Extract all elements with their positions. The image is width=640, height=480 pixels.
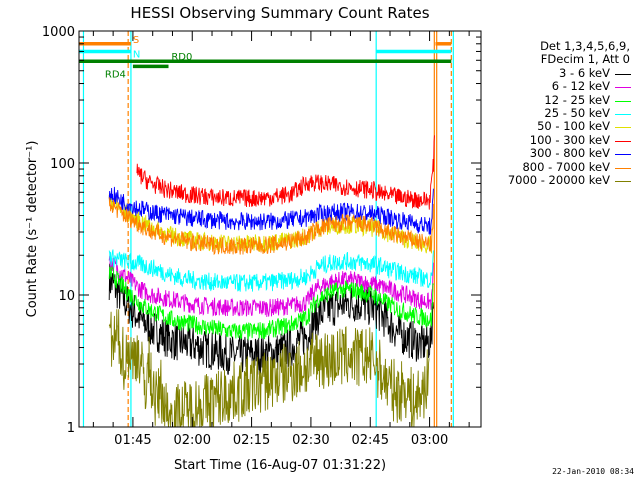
legend-item-swatch [615, 180, 631, 182]
annotation-label-n: N [133, 49, 140, 60]
plot-frame [78, 30, 482, 428]
series-0 [108, 263, 434, 375]
series-6 [108, 186, 434, 236]
series-3 [108, 249, 434, 292]
y-tick-label-0: 1 [67, 421, 75, 436]
legend-item-label: 25 - 50 keV [544, 105, 610, 120]
legend-item-swatch [615, 154, 631, 156]
y-axis-label: Count Rate (s⁻¹ detector⁻¹) [25, 141, 40, 318]
annotation-bars-layer: SN RD0 RD4 [79, 35, 452, 80]
legend-item-label: 6 - 12 keV [551, 79, 610, 94]
series-line-2 [108, 266, 434, 341]
legend-item-label: 100 - 300 keV [529, 132, 610, 147]
legend-item: 6 - 12 keV [484, 79, 634, 94]
legend-item-swatch [615, 73, 631, 75]
y-tick-label-2: 100 [50, 157, 75, 172]
legend-item: 12 - 25 keV [484, 92, 634, 107]
series-1 [108, 255, 434, 318]
series-line-0 [108, 263, 434, 375]
series-5 [136, 135, 435, 210]
legend-item: 50 - 100 keV [484, 119, 634, 134]
legend-item: 7000 - 20000 keV [484, 172, 634, 187]
series-line-8 [108, 309, 430, 428]
axes-layer: 1 10 100 1000 01:45 02:00 02:15 02:30 02:45 03:00 [42, 25, 481, 448]
legend-item-label: 12 - 25 keV [544, 92, 610, 107]
y-tick-label-1: 10 [58, 289, 75, 304]
legend-item: 300 - 800 keV [484, 146, 634, 161]
x-axis-label: Start Time (16-Aug-07 01:31:22) [174, 458, 386, 473]
legend-header-detectors: Det 1,3,4,5,6,9, [540, 39, 630, 53]
legend-item-label: 800 - 7000 keV [522, 159, 610, 174]
legend: Det 1,3,4,5,6,9, FDecim 1, Att 0 3 - 6 k… [484, 39, 634, 188]
generation-timestamp: 22-Jan-2010 08:34 [552, 467, 634, 476]
y-tick-label-3: 1000 [42, 25, 75, 40]
legend-item-label: 50 - 100 keV [537, 119, 610, 134]
legend-item-swatch [615, 87, 631, 89]
x-tick-label-3: 02:30 [292, 433, 329, 448]
annotation-label-rd4: RD4 [105, 69, 126, 80]
x-tick-label-2: 02:15 [233, 433, 270, 448]
annotation-label-rd0: RD0 [171, 52, 192, 63]
x-tick-label-0: 01:45 [114, 433, 151, 448]
legend-item-swatch [615, 167, 631, 169]
legend-item-swatch [615, 100, 631, 102]
legend-item-label: 3 - 6 keV [559, 65, 610, 80]
series-line-6 [108, 186, 434, 236]
legend-item: 100 - 300 keV [484, 132, 634, 147]
legend-item-label: 7000 - 20000 keV [507, 172, 610, 187]
legend-item: 800 - 7000 keV [484, 159, 634, 174]
legend-header-attenuator: FDecim 1, Att 0 [540, 52, 630, 67]
series-line-7 [108, 197, 434, 256]
chart-title: HESSI Observing Summary Count Rates [130, 4, 429, 22]
legend-item: 3 - 6 keV [484, 65, 634, 80]
series-line-1 [108, 255, 434, 318]
legend-item: 25 - 50 keV [484, 105, 634, 120]
annotation-label-s: S [133, 35, 139, 46]
series-8 [108, 309, 430, 428]
legend-item-swatch [615, 127, 631, 129]
series-line-3 [108, 249, 434, 292]
x-tick-label-5: 03:00 [411, 433, 448, 448]
legend-item-swatch [615, 140, 631, 142]
series-7 [108, 197, 434, 256]
series-layer [108, 135, 435, 428]
x-tick-label-4: 02:45 [352, 433, 389, 448]
legend-rows: 3 - 6 keV 6 - 12 keV 12 - 25 keV 25 - 50 ke… [484, 65, 634, 188]
series-line-5 [136, 135, 435, 210]
series-2 [108, 266, 434, 341]
legend-item-swatch [615, 113, 631, 115]
x-tick-label-1: 02:00 [174, 433, 211, 448]
legend-item-label: 300 - 800 keV [529, 146, 610, 161]
